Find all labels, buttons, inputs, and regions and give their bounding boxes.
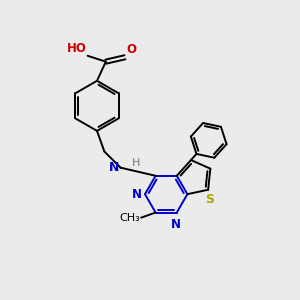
Text: N: N	[131, 188, 142, 201]
Text: CH₃: CH₃	[119, 213, 140, 223]
Text: N: N	[171, 218, 181, 231]
Text: HO: HO	[67, 42, 87, 55]
Text: H: H	[132, 158, 140, 168]
Text: S: S	[205, 193, 214, 206]
Text: O: O	[126, 43, 136, 56]
Text: N: N	[109, 161, 119, 174]
